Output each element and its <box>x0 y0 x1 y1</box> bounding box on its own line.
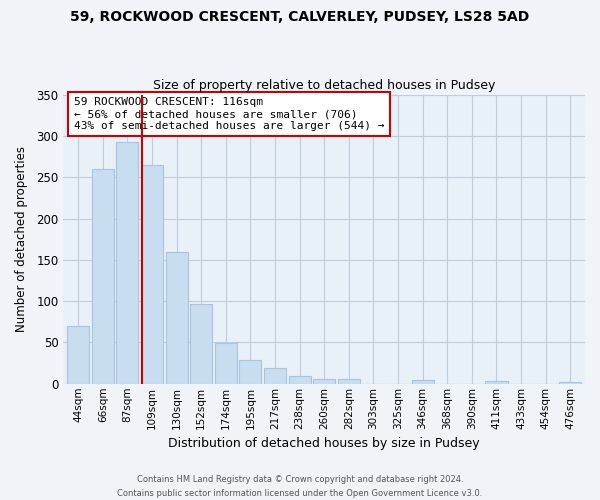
Text: 59, ROCKWOOD CRESCENT, CALVERLEY, PUDSEY, LS28 5AD: 59, ROCKWOOD CRESCENT, CALVERLEY, PUDSEY… <box>70 10 530 24</box>
Bar <box>67 326 89 384</box>
Bar <box>485 382 508 384</box>
Bar <box>141 165 163 384</box>
Bar <box>559 382 581 384</box>
Bar <box>215 344 237 384</box>
Bar <box>166 252 188 384</box>
X-axis label: Distribution of detached houses by size in Pudsey: Distribution of detached houses by size … <box>169 437 480 450</box>
Bar <box>239 360 262 384</box>
Y-axis label: Number of detached properties: Number of detached properties <box>15 146 28 332</box>
Text: Contains HM Land Registry data © Crown copyright and database right 2024.
Contai: Contains HM Land Registry data © Crown c… <box>118 476 482 498</box>
Bar <box>412 380 434 384</box>
Bar <box>116 142 139 384</box>
Bar <box>313 379 335 384</box>
Bar <box>338 379 360 384</box>
Title: Size of property relative to detached houses in Pudsey: Size of property relative to detached ho… <box>153 79 496 92</box>
Bar <box>264 368 286 384</box>
Bar <box>190 304 212 384</box>
Text: 59 ROCKWOOD CRESCENT: 116sqm
← 56% of detached houses are smaller (706)
43% of s: 59 ROCKWOOD CRESCENT: 116sqm ← 56% of de… <box>74 98 385 130</box>
Bar <box>92 169 114 384</box>
Bar <box>289 376 311 384</box>
